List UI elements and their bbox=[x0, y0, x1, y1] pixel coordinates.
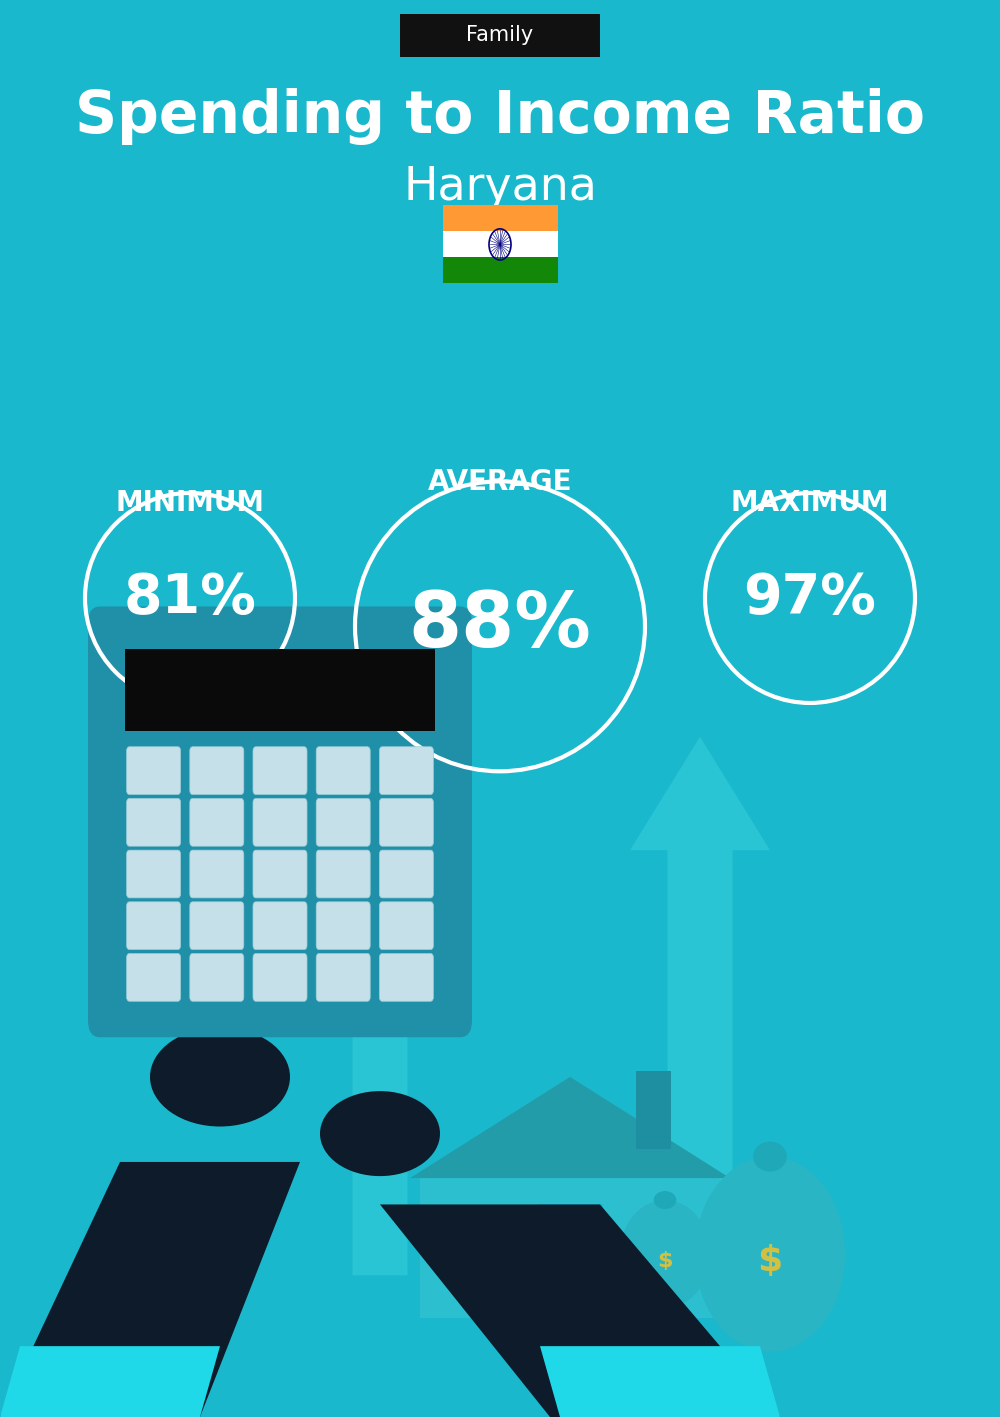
Bar bbox=[572, 1212, 600, 1311]
Bar bbox=[442, 231, 558, 258]
FancyBboxPatch shape bbox=[127, 954, 181, 1002]
Polygon shape bbox=[0, 1346, 220, 1417]
Text: 88%: 88% bbox=[409, 589, 591, 663]
Text: Haryana: Haryana bbox=[403, 164, 597, 210]
Text: MINIMUM: MINIMUM bbox=[116, 489, 264, 517]
FancyBboxPatch shape bbox=[316, 798, 370, 846]
Bar bbox=[546, 1261, 601, 1318]
FancyBboxPatch shape bbox=[127, 850, 181, 898]
FancyBboxPatch shape bbox=[253, 747, 307, 795]
FancyBboxPatch shape bbox=[253, 901, 307, 949]
FancyBboxPatch shape bbox=[316, 954, 370, 1002]
Text: $: $ bbox=[757, 1244, 783, 1278]
FancyBboxPatch shape bbox=[379, 798, 433, 846]
Polygon shape bbox=[380, 1204, 780, 1417]
Text: Family: Family bbox=[466, 26, 534, 45]
FancyBboxPatch shape bbox=[253, 850, 307, 898]
FancyBboxPatch shape bbox=[127, 901, 181, 949]
FancyBboxPatch shape bbox=[379, 850, 433, 898]
Bar bbox=[534, 1261, 589, 1318]
Bar bbox=[540, 1212, 568, 1311]
FancyBboxPatch shape bbox=[400, 14, 600, 57]
FancyBboxPatch shape bbox=[88, 606, 472, 1037]
Bar bbox=[420, 1178, 720, 1318]
Bar bbox=[538, 1204, 602, 1318]
Ellipse shape bbox=[753, 1142, 787, 1172]
FancyBboxPatch shape bbox=[190, 798, 244, 846]
Polygon shape bbox=[0, 1162, 300, 1417]
FancyBboxPatch shape bbox=[190, 954, 244, 1002]
Polygon shape bbox=[410, 1077, 730, 1178]
Ellipse shape bbox=[150, 1027, 290, 1127]
FancyBboxPatch shape bbox=[190, 850, 244, 898]
FancyArrow shape bbox=[325, 822, 435, 1275]
FancyBboxPatch shape bbox=[316, 747, 370, 795]
FancyBboxPatch shape bbox=[316, 850, 370, 898]
Text: MAXIMUM: MAXIMUM bbox=[731, 489, 889, 517]
FancyBboxPatch shape bbox=[379, 901, 433, 949]
Ellipse shape bbox=[270, 961, 330, 995]
Text: 97%: 97% bbox=[744, 571, 876, 625]
Ellipse shape bbox=[654, 1192, 676, 1209]
FancyBboxPatch shape bbox=[253, 798, 307, 846]
FancyBboxPatch shape bbox=[379, 747, 433, 795]
Text: 81%: 81% bbox=[124, 571, 256, 625]
Bar bbox=[442, 258, 558, 283]
FancyArrow shape bbox=[630, 737, 770, 1275]
FancyBboxPatch shape bbox=[127, 798, 181, 846]
FancyBboxPatch shape bbox=[379, 954, 433, 1002]
Text: Spending to Income Ratio: Spending to Income Ratio bbox=[75, 88, 925, 145]
Ellipse shape bbox=[620, 1200, 710, 1308]
Bar bbox=[510, 1261, 565, 1318]
FancyBboxPatch shape bbox=[316, 901, 370, 949]
FancyBboxPatch shape bbox=[125, 649, 435, 731]
Text: $: $ bbox=[657, 1251, 673, 1271]
FancyBboxPatch shape bbox=[127, 747, 181, 795]
Bar bbox=[522, 1261, 577, 1318]
Bar bbox=[442, 205, 558, 231]
Ellipse shape bbox=[320, 1091, 440, 1176]
Polygon shape bbox=[540, 1346, 780, 1417]
Bar bbox=[636, 1071, 671, 1149]
Ellipse shape bbox=[695, 1156, 845, 1352]
FancyBboxPatch shape bbox=[253, 954, 307, 1002]
FancyBboxPatch shape bbox=[190, 747, 244, 795]
Text: AVERAGE: AVERAGE bbox=[428, 468, 572, 496]
FancyBboxPatch shape bbox=[190, 901, 244, 949]
